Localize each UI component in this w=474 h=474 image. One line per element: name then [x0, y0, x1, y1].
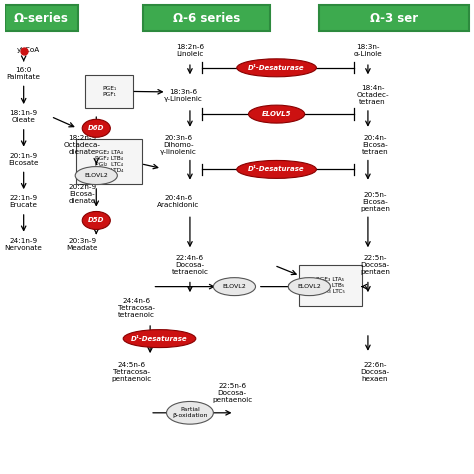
Text: 18:3n-
α-Linole: 18:3n- α-Linole	[354, 44, 383, 57]
Text: D¹-Desaturase: D¹-Desaturase	[131, 336, 188, 342]
Text: 20:3n-9
Meadate: 20:3n-9 Meadate	[66, 237, 98, 251]
Text: 20:3n-6
Dihomo-
γ-linolenic: 20:3n-6 Dihomo- γ-linolenic	[160, 135, 197, 155]
Text: Partial
β-oxidation: Partial β-oxidation	[172, 408, 208, 418]
Ellipse shape	[166, 401, 213, 424]
Ellipse shape	[123, 329, 196, 347]
Text: 20:4n-6
Arachidonic: 20:4n-6 Arachidonic	[157, 195, 200, 208]
Text: Ω-3 ser: Ω-3 ser	[370, 12, 418, 25]
Text: 20:4n-
Eicosa-
tetraen: 20:4n- Eicosa- tetraen	[362, 135, 388, 155]
Ellipse shape	[248, 105, 305, 123]
Text: 24:5n-6
Tetracosa-
pentaenoic: 24:5n-6 Tetracosa- pentaenoic	[111, 362, 152, 382]
Text: 20:2n-9
Eicosa-
dienate: 20:2n-9 Eicosa- dienate	[68, 184, 96, 204]
Text: D¹-Desaturase: D¹-Desaturase	[248, 166, 305, 173]
Ellipse shape	[75, 166, 118, 184]
Text: ELOVL5: ELOVL5	[262, 111, 292, 117]
FancyBboxPatch shape	[76, 139, 142, 184]
Text: Ω-6 series: Ω-6 series	[173, 12, 240, 25]
Text: ELOVL2: ELOVL2	[298, 284, 321, 289]
Text: 22:1n-9
Erucate: 22:1n-9 Erucate	[9, 195, 38, 208]
Text: 22:5n-6
Docosa-
pentaenoic: 22:5n-6 Docosa- pentaenoic	[212, 383, 252, 403]
Text: 18:1n-9
Oleate: 18:1n-9 Oleate	[9, 110, 38, 123]
Ellipse shape	[237, 59, 317, 77]
FancyBboxPatch shape	[299, 265, 362, 306]
Text: D6D: D6D	[88, 125, 104, 131]
Ellipse shape	[288, 278, 330, 296]
Text: ELOVL2: ELOVL2	[223, 284, 246, 289]
Text: 18:2n-9
Octadeca-
dienate: 18:2n-9 Octadeca- dienate	[64, 135, 100, 155]
Text: 22:5n-
Docosa-
pentaen: 22:5n- Docosa- pentaen	[360, 255, 390, 275]
Ellipse shape	[82, 119, 110, 137]
FancyBboxPatch shape	[319, 5, 469, 31]
Text: 20:1n-9
Eicosate: 20:1n-9 Eicosate	[9, 153, 39, 165]
Text: PGE₃ LTA₅
PGF₃ LTB₅
TXA₃ LTC₅: PGE₃ LTA₅ PGF₃ LTB₅ TXA₃ LTC₅	[316, 277, 345, 293]
Text: 22:6n-
Docosa-
hexaen: 22:6n- Docosa- hexaen	[360, 362, 390, 382]
Text: 24:4n-6
Tetracosa-
tetraenoic: 24:4n-6 Tetracosa- tetraenoic	[118, 298, 155, 318]
Text: 16:0
Palmitate: 16:0 Palmitate	[7, 67, 41, 81]
Text: D¹-Desaturase: D¹-Desaturase	[248, 65, 305, 71]
Text: D5D: D5D	[88, 218, 104, 223]
Text: PGE₁
PGF₁: PGE₁ PGF₁	[102, 86, 116, 97]
Ellipse shape	[213, 278, 255, 296]
Text: 18:2n-6
Linoleic: 18:2n-6 Linoleic	[176, 44, 204, 57]
Text: 20:5n-
Eicosa-
pentaen: 20:5n- Eicosa- pentaen	[360, 191, 390, 211]
FancyBboxPatch shape	[143, 5, 270, 31]
Ellipse shape	[237, 160, 317, 178]
FancyBboxPatch shape	[85, 75, 133, 109]
Text: 24:1n-9
Nervonate: 24:1n-9 Nervonate	[5, 237, 43, 251]
Text: 18:3n-6
γ-Linolenic: 18:3n-6 γ-Linolenic	[164, 89, 202, 102]
FancyBboxPatch shape	[5, 5, 78, 31]
Text: PGE₂ LTA₄
PGF₂ LTB₄
PGI₂  LTC₄
TXA₂ LTD₄: PGE₂ LTA₄ PGF₂ LTB₄ PGI₂ LTC₄ TXA₂ LTD₄	[95, 150, 123, 173]
Text: 22:4n-6
Docosa-
tetraenoic: 22:4n-6 Docosa- tetraenoic	[172, 255, 209, 275]
Text: 18:4n-
Octadec-
tetraen: 18:4n- Octadec- tetraen	[356, 85, 389, 105]
Text: Ω-series: Ω-series	[14, 12, 69, 25]
Ellipse shape	[82, 211, 110, 229]
Text: yl-CoA: yl-CoA	[17, 47, 40, 53]
Text: ELOVL2: ELOVL2	[84, 173, 108, 178]
